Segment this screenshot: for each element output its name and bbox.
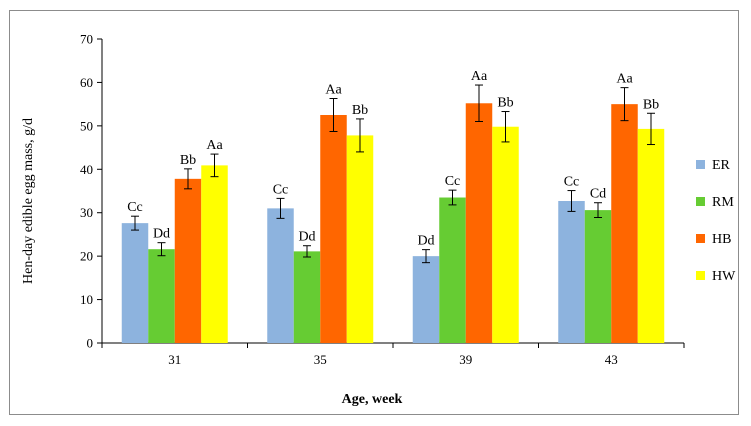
chart-frame: Hen-day edible egg mass, g/d Age, week 0… (9, 10, 739, 415)
significance-label: Cc (445, 174, 461, 189)
bar-er (267, 208, 294, 343)
significance-label: Bb (352, 103, 368, 118)
significance-label: Cc (564, 175, 580, 190)
x-tick-label: 39 (459, 352, 472, 367)
x-tick-label: 43 (605, 352, 618, 367)
significance-label: Dd (298, 230, 315, 245)
significance-label: Bb (497, 96, 513, 111)
bar-rm (584, 210, 612, 343)
significance-label: Aa (471, 69, 488, 84)
bar-hb (465, 103, 493, 343)
y-tick-label: 50 (80, 118, 93, 133)
bar-hw (637, 128, 665, 343)
bar-rm (439, 197, 466, 343)
legend-label-hw: HW (712, 269, 736, 284)
legend-label-er: ER (712, 158, 731, 173)
bar-hb (320, 115, 347, 343)
significance-label: Bb (180, 153, 196, 168)
significance-label: Dd (153, 227, 170, 242)
significance-label: Cc (127, 200, 143, 215)
significance-label: Aa (206, 138, 223, 153)
bar-er (558, 200, 585, 343)
bar-chart: Hen-day edible egg mass, g/d Age, week 0… (21, 32, 736, 408)
y-tick-label: 70 (80, 32, 93, 47)
y-tick-label: 10 (80, 292, 93, 307)
significance-label: Cd (590, 187, 606, 202)
bar-hb (611, 104, 638, 344)
x-tick-label: 31 (168, 352, 181, 367)
legend-label-hb: HB (712, 232, 731, 247)
legend-swatch-er (696, 160, 705, 169)
y-tick-label: 0 (87, 336, 94, 351)
significance-label: Dd (417, 234, 434, 249)
y-tick-label: 30 (80, 205, 93, 220)
significance-label: Bb (643, 97, 659, 112)
bar-er (121, 223, 149, 343)
bar-er (412, 256, 440, 343)
bar-hw (346, 135, 374, 343)
x-tick-label: 35 (314, 352, 327, 367)
y-tick-label: 20 (80, 249, 93, 264)
y-axis-title: Hen-day edible egg mass, g/d (21, 118, 36, 284)
legend-swatch-hb (696, 234, 705, 243)
y-tick-label: 40 (80, 162, 93, 177)
legend-swatch-rm (696, 197, 705, 206)
bar-hw (492, 126, 519, 344)
significance-label: Aa (325, 82, 342, 97)
bar-rm (148, 249, 175, 343)
bar-rm (293, 251, 321, 343)
legend-swatch-hw (696, 271, 705, 280)
significance-label: Cc (273, 182, 289, 197)
y-tick-label: 60 (80, 75, 93, 90)
legend-label-rm: RM (712, 195, 734, 210)
x-axis-title: Age, week (342, 392, 403, 407)
bar-hw (201, 165, 228, 343)
bar-hb (174, 178, 202, 343)
significance-label: Aa (616, 72, 633, 87)
